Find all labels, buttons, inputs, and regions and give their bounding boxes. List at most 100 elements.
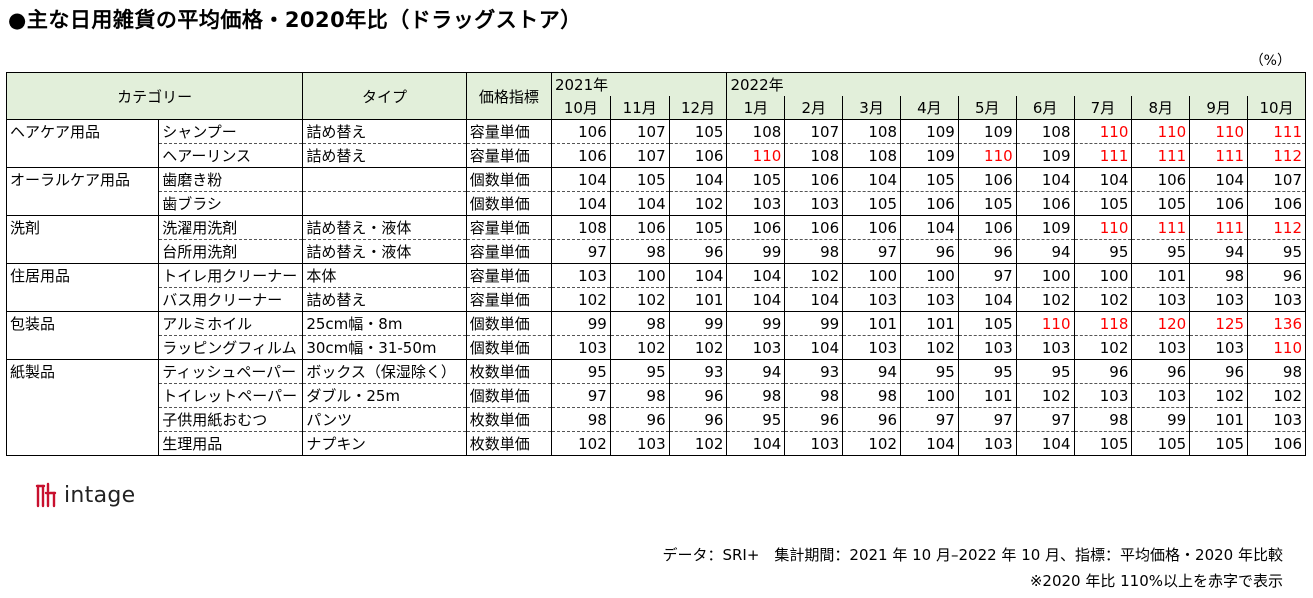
value-cell: 110 (957, 143, 1017, 168)
price-table: カテゴリー タイプ 価格指標 2021年 2022年 10月 11月 12月 1月 2月… (5, 72, 1306, 456)
value-cell: 107 (1247, 167, 1306, 192)
value-cell: 103 (1131, 287, 1191, 312)
value-cell: 98 (550, 407, 611, 432)
value-cell: 97 (957, 407, 1017, 432)
value-cell: 103 (726, 191, 786, 216)
value-cell: 136 (1247, 311, 1306, 336)
value-cell: 102 (1015, 287, 1075, 312)
type-cell: 詰め替え (302, 119, 467, 144)
item-cell: トイレットペーパー (158, 383, 304, 408)
value-cell: 106 (550, 143, 611, 168)
value-cell: 104 (1189, 167, 1249, 192)
value-cell: 96 (668, 239, 728, 264)
indicator-cell: 個数単価 (465, 191, 552, 216)
header-indicator: 価格指標 (465, 72, 552, 120)
value-cell: 102 (1073, 335, 1133, 360)
value-cell: 104 (550, 167, 611, 192)
value-cell: 99 (550, 311, 611, 336)
value-cell: 107 (609, 143, 670, 168)
item-cell: バス用クリーナー (158, 287, 304, 312)
value-cell: 105 (1073, 431, 1133, 456)
value-cell: 98 (609, 239, 670, 264)
item-cell: トイレ用クリーナー (158, 263, 304, 288)
value-cell: 102 (668, 431, 728, 456)
month-header: 1月 (726, 96, 786, 120)
indicator-cell: 個数単価 (465, 311, 552, 336)
value-cell: 125 (1189, 311, 1249, 336)
value-cell: 110 (1073, 215, 1133, 240)
value-cell: 106 (842, 215, 901, 240)
value-cell: 97 (550, 383, 611, 408)
item-cell: アルミホイル (158, 311, 304, 336)
value-cell: 103 (609, 431, 670, 456)
value-cell: 101 (900, 311, 959, 336)
value-cell: 105 (1189, 431, 1249, 456)
category-cell (5, 239, 160, 264)
value-cell: 96 (609, 407, 670, 432)
value-cell: 103 (550, 335, 611, 360)
value-cell: 108 (784, 143, 844, 168)
value-cell: 106 (957, 167, 1017, 192)
value-cell: 120 (1131, 311, 1191, 336)
item-cell: ラッピングフィルム (158, 335, 304, 360)
value-cell: 106 (784, 215, 844, 240)
value-cell: 110 (726, 143, 786, 168)
value-cell: 99 (1131, 407, 1191, 432)
indicator-cell: 枚数単価 (465, 407, 552, 432)
value-cell: 103 (842, 287, 901, 312)
value-cell: 104 (1015, 167, 1075, 192)
type-cell (302, 167, 467, 192)
value-cell: 96 (668, 407, 728, 432)
value-cell: 112 (1247, 143, 1306, 168)
indicator-cell: 個数単価 (465, 167, 552, 192)
value-cell: 103 (1073, 383, 1133, 408)
value-cell: 103 (1247, 407, 1306, 432)
value-cell: 105 (842, 191, 901, 216)
value-cell: 101 (1131, 263, 1191, 288)
table-row: 住居用品 トイレ用クリーナー 本体 容量単価 103 100 104 104 102 100 100… (5, 263, 1306, 288)
indicator-cell: 枚数単価 (465, 431, 552, 456)
value-cell: 103 (900, 287, 959, 312)
table-row: ヘアーリンス 詰め替え 容量単価 106 107 106 110 108 108 109 110 10… (5, 143, 1306, 168)
value-cell: 108 (550, 215, 611, 240)
table-row: ラッピングフィルム 30cm幅・31-50m 個数単価 103 102 102 103 104… (5, 335, 1306, 360)
value-cell: 103 (1247, 287, 1306, 312)
value-cell: 93 (668, 359, 728, 384)
value-cell: 95 (609, 359, 670, 384)
value-cell: 105 (1073, 191, 1133, 216)
value-cell: 105 (1131, 191, 1191, 216)
value-cell: 103 (1131, 335, 1191, 360)
header-category: カテゴリー (5, 72, 304, 120)
month-header: 9月 (1189, 96, 1249, 120)
table-row: 洗剤 洗濯用洗剤 詰め替え・液体 容量単価 108 106 105 106 106 106 104 1… (5, 215, 1306, 240)
value-cell: 103 (726, 335, 786, 360)
value-cell: 96 (784, 407, 844, 432)
value-cell: 107 (784, 119, 844, 144)
table-row: 子供用紙おむつ パンツ 枚数単価 98 96 96 95 96 96 97 97 97 98 99 101 1… (5, 407, 1306, 432)
value-cell: 98 (609, 311, 670, 336)
value-cell: 99 (726, 311, 786, 336)
value-cell: 110 (1015, 311, 1075, 336)
month-header: 6月 (1015, 96, 1075, 120)
indicator-cell: 容量単価 (465, 143, 552, 168)
table-row: 歯ブラシ 個数単価 104 104 102 103 103 105 106 105 106 105 10… (5, 191, 1306, 216)
value-cell: 105 (900, 167, 959, 192)
value-cell: 106 (1247, 191, 1306, 216)
category-cell: 洗剤 (5, 215, 160, 240)
month-header: 3月 (842, 96, 901, 120)
table-row: 包装品 アルミホイル 25cm幅・8m 個数単価 99 98 99 99 99 101 101 105… (5, 311, 1306, 336)
value-cell: 101 (842, 311, 901, 336)
category-cell (5, 287, 160, 312)
value-cell: 104 (726, 263, 786, 288)
indicator-cell: 容量単価 (465, 239, 552, 264)
value-cell: 111 (1189, 215, 1249, 240)
table-row: 生理用品 ナプキン 枚数単価 102 103 102 104 103 102 104 103 104 1… (5, 431, 1306, 456)
value-cell: 101 (668, 287, 728, 312)
value-cell: 104 (1073, 167, 1133, 192)
category-cell (5, 191, 160, 216)
value-cell: 95 (1247, 239, 1306, 264)
value-cell: 106 (900, 191, 959, 216)
indicator-cell: 個数単価 (465, 335, 552, 360)
value-cell: 118 (1073, 311, 1133, 336)
value-cell: 104 (900, 215, 959, 240)
